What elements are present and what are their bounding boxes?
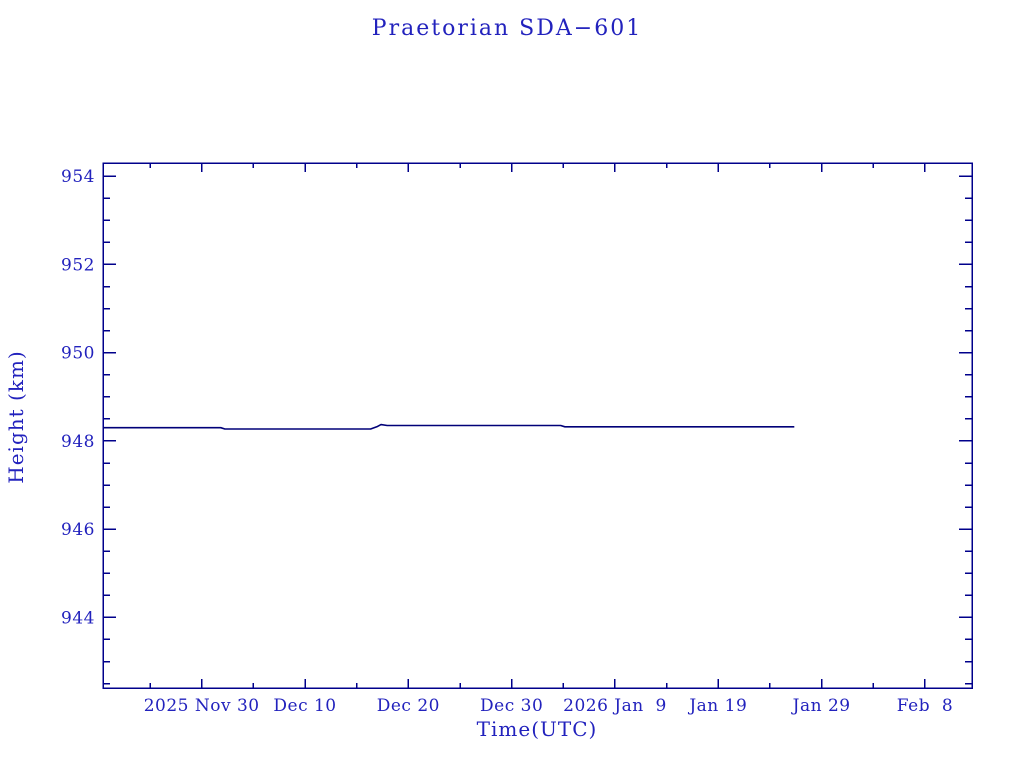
plot-frame [102, 162, 973, 689]
chart-title: Praetorian SDA−601 [371, 16, 643, 41]
data-line [103, 423, 795, 430]
x-tick-label: 2025 Nov 30 [144, 696, 260, 716]
y-tick-label: 948 [61, 432, 95, 452]
y-tick-label: 952 [61, 255, 95, 275]
x-axis-title: Time(UTC) [476, 717, 598, 741]
x-tick-label: Feb 8 [897, 696, 953, 716]
y-tick-label: 946 [61, 520, 95, 540]
x-tick-label: Jan 29 [791, 696, 851, 716]
y-tick-label: 954 [61, 167, 95, 187]
x-tick-label: Dec 10 [273, 696, 336, 716]
x-tick-label: Dec 20 [377, 696, 440, 716]
y-tick-label: 950 [61, 344, 95, 364]
x-tick-label: 2026 Jan 9 [563, 696, 667, 716]
x-tick-label: Dec 30 [480, 696, 543, 716]
x-tick-label: Jan 19 [687, 696, 747, 716]
y-tick-label: 944 [61, 608, 95, 628]
